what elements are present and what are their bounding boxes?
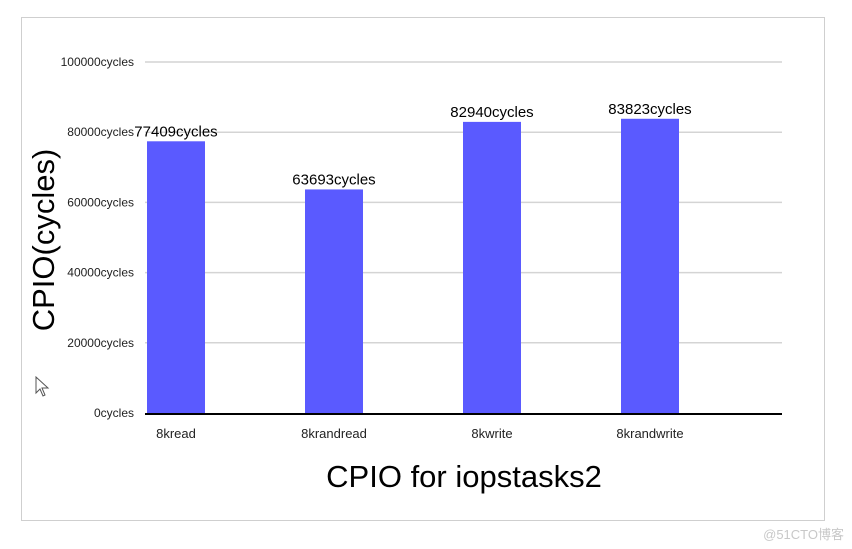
bar <box>305 189 363 413</box>
bars <box>147 118 679 413</box>
x-axis-title: CPIO for iopstasks2 <box>326 459 602 494</box>
y-tick-labels: 0cycles 20000cycles 40000cycles 60000cycles… <box>61 55 134 420</box>
x-tick-label: 8krandread <box>301 426 367 441</box>
data-label: 63693cycles <box>292 171 375 188</box>
y-tick-label: 40000cycles <box>67 266 134 280</box>
y-axis-title: CPIO(cycles) <box>26 149 61 332</box>
x-tick-label: 8kread <box>156 426 196 441</box>
y-tick-label: 0cycles <box>94 406 134 420</box>
y-tick-label: 80000cycles <box>67 125 134 139</box>
data-label: 82940cycles <box>450 104 533 121</box>
y-tick-label: 100000cycles <box>61 55 134 69</box>
bar <box>147 141 205 413</box>
watermark: @51CTO博客 <box>763 527 844 542</box>
x-tick-label: 8krandwrite <box>616 426 683 441</box>
y-tick-label: 60000cycles <box>67 195 134 209</box>
x-tick-labels: 8kread 8krandread 8kwrite 8krandwrite <box>156 426 683 441</box>
x-tick-label: 8kwrite <box>471 426 512 441</box>
data-label: 77409cycles <box>134 123 217 140</box>
y-tick-label: 20000cycles <box>67 336 134 350</box>
mouse-pointer-icon <box>35 376 50 397</box>
data-labels: 77409cycles 63693cycles 82940cycles 83823cy… <box>134 101 691 189</box>
data-label: 83823cycles <box>608 101 691 118</box>
bar <box>621 118 679 413</box>
bar <box>463 121 521 413</box>
